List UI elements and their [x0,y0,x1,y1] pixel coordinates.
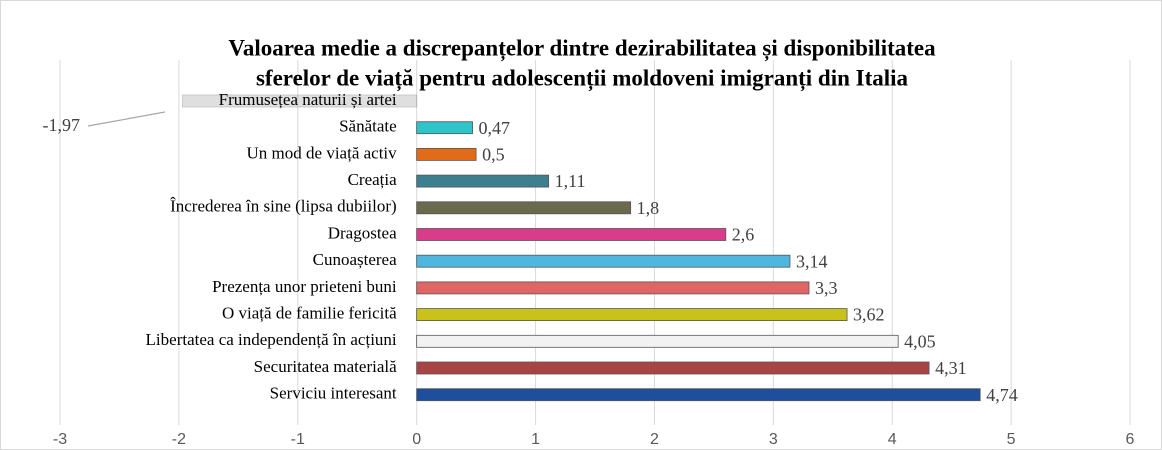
value-label: 1,11 [555,171,586,191]
x-tick-label: 2 [650,431,659,448]
bar [416,121,473,135]
chart-title: Valoarea medie a discrepanțelor dintre d… [228,35,936,61]
category-label: Cunoașterea [313,250,397,269]
value-label: 2,6 [732,225,755,245]
bar [416,147,477,161]
leader-line [87,111,166,127]
bar [416,388,981,402]
x-tick-label: -2 [172,431,186,448]
value-label: 3,62 [853,305,885,325]
value-label: 3,14 [796,251,828,271]
bar [416,281,810,295]
value-label: 0,47 [479,118,511,138]
category-label: Sănătate [339,117,397,136]
bar [416,361,930,375]
x-tick-label: -1 [291,431,305,448]
value-label: 0,5 [482,145,505,165]
value-label: 1,8 [637,198,660,218]
value-label: 4,31 [935,358,967,378]
x-tick-label: 0 [412,431,421,448]
chart-title: sferelor de viață pentru adolescenții mo… [256,65,909,91]
bar [416,334,899,348]
x-tick-label: 4 [888,431,897,448]
bar [416,254,791,268]
category-label: Libertatea ca independență în acțiuni [146,330,397,349]
category-label: Dragostea [328,223,397,242]
value-label: 4,74 [986,385,1018,405]
bar [416,174,550,188]
category-label: Creația [348,170,398,189]
category-label: Un mod de viață activ [247,143,398,162]
category-label: Securitatea materială [254,357,397,376]
category-label: Serviciu interesant [270,384,397,403]
value-label: -1,97 [43,115,81,135]
bar [182,94,418,108]
x-tick-label: -3 [53,431,67,448]
x-tick-label: 5 [1007,431,1016,448]
bar [416,308,848,322]
bar [416,201,632,215]
category-label: Încrederea în sine (lipsa dubiilor) [170,197,397,216]
category-label: O viață de familie fericită [222,304,397,323]
x-tick-label: 1 [531,431,540,448]
value-label: 4,05 [904,331,936,351]
x-tick-label: 6 [1126,431,1135,448]
category-label: Frumusețea naturii și artei [219,90,397,109]
category-label: Prezența unor prieteni buni [212,277,397,296]
value-label: 3,3 [815,278,838,298]
x-tick-label: 3 [769,431,778,448]
bar [416,228,727,241]
